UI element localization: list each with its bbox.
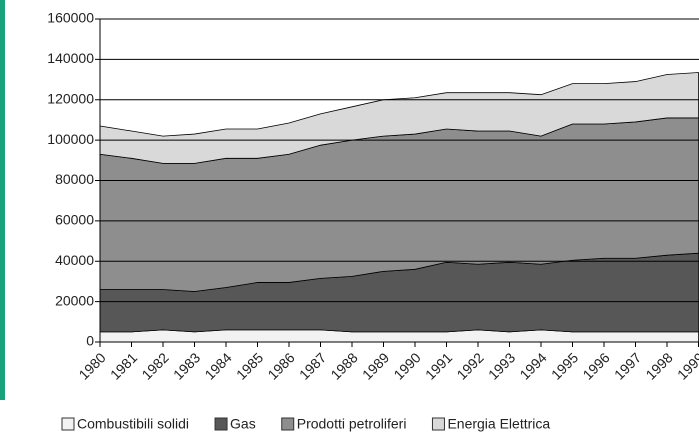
y-tick-label: 0 [86, 333, 94, 349]
x-tick-label: 1993 [485, 349, 518, 382]
legend-label: Combustibili solidi [77, 416, 189, 432]
x-tick-label: 1988 [327, 349, 360, 382]
x-tick-label: 1992 [453, 349, 486, 382]
x-tick-label: 1996 [579, 349, 612, 382]
legend-swatch [281, 417, 295, 431]
legend-label: Energia Elettrica [447, 416, 550, 432]
y-tick-label: 20000 [55, 292, 94, 308]
side-strip [0, 0, 5, 400]
x-tick-label: 1987 [296, 349, 329, 382]
x-tick-label: 1990 [390, 349, 423, 382]
y-tick-label: 40000 [55, 252, 94, 268]
y-tick-label: 80000 [55, 171, 94, 187]
x-tick-label: 1981 [107, 349, 140, 382]
x-tick-label: 1989 [359, 349, 392, 382]
legend-swatch [61, 417, 75, 431]
x-tick-label: 1983 [170, 349, 203, 382]
x-tick-label: 1995 [548, 349, 581, 382]
legend-swatch [431, 417, 445, 431]
x-tick-label: 1998 [642, 349, 675, 382]
x-tick-label: 1994 [516, 349, 549, 382]
y-tick-label: 160000 [47, 10, 94, 26]
y-tick-label: 60000 [55, 212, 94, 228]
x-tick-label: 1984 [201, 349, 234, 382]
y-tick-label: 140000 [47, 50, 94, 66]
x-tick-label: 1997 [611, 349, 644, 382]
x-tick-label: 1991 [422, 349, 455, 382]
legend-label: Gas [230, 416, 256, 432]
x-tick-label: 1982 [138, 349, 171, 382]
y-tick-label: 100000 [47, 131, 94, 147]
x-tick-label: 1986 [264, 349, 297, 382]
x-tick-label: 1980 [75, 349, 108, 382]
legend-swatch [214, 417, 228, 431]
x-tick-label: 1999 [674, 349, 699, 382]
x-tick-label: 1985 [233, 349, 266, 382]
y-tick-label: 120000 [47, 90, 94, 106]
legend-label: Prodotti petroliferi [297, 416, 407, 432]
